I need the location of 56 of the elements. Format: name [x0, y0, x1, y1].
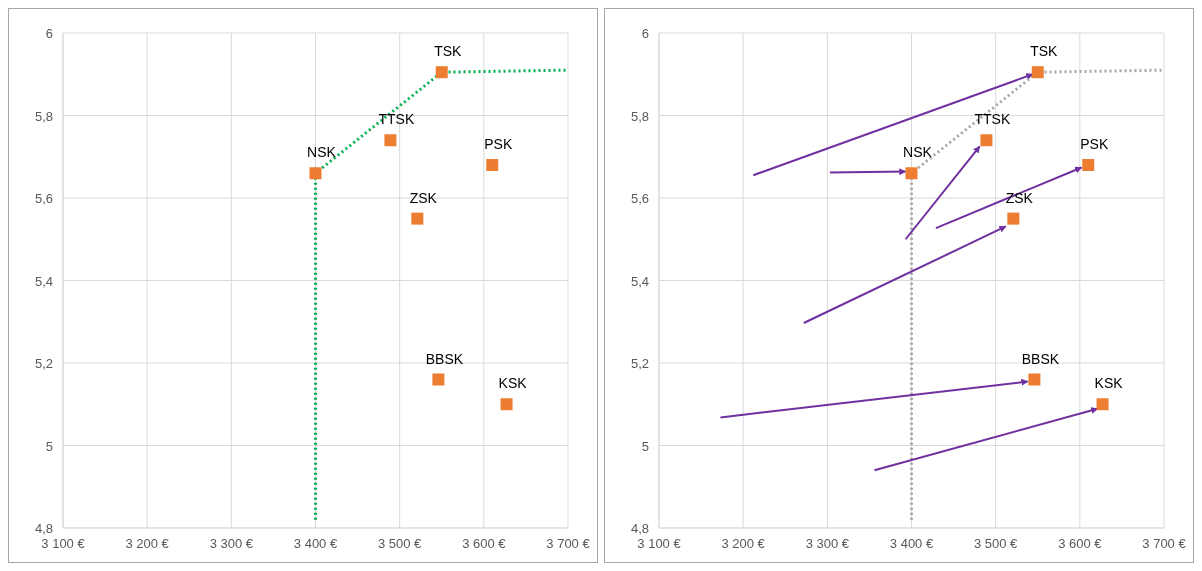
x-tick-label: 3 700 € [546, 536, 591, 551]
point [1028, 373, 1041, 386]
y-tick-label: 5,8 [630, 108, 649, 124]
point [1031, 66, 1044, 79]
x-tick-label: 3 500 € [973, 536, 1019, 551]
y-tick-label: 5,2 [34, 356, 53, 371]
x-tick-label: 3 400 € [293, 536, 338, 551]
annotation: PSK [484, 136, 513, 152]
annotation: NSK [307, 144, 337, 161]
point [486, 159, 499, 171]
y-tick-label: 5 [45, 438, 53, 454]
y-tick-label: 5,8 [34, 108, 53, 124]
x-tick-label: 3 600 € [1058, 536, 1103, 551]
x-tick-label: 3 300 € [209, 536, 254, 551]
annotation: TTSK [974, 111, 1011, 128]
y-tick-label: 5,4 [630, 273, 649, 289]
annotation: TTSK [378, 111, 415, 128]
annotation: KSK [1094, 375, 1124, 392]
point [309, 167, 322, 180]
point [384, 134, 397, 147]
annotation: NSK [903, 144, 933, 161]
y-tick-label: 5,2 [630, 356, 649, 371]
y-tick-label: 6 [641, 26, 649, 41]
x-tick-label: 3 700 € [1142, 536, 1187, 551]
y-tick-label: 5,6 [34, 191, 53, 206]
annotation: BBSK [425, 350, 464, 367]
annotation: KSK [498, 375, 528, 392]
annotation: TSK [434, 43, 463, 60]
y-tick-label: 5,6 [630, 191, 649, 206]
annotation: ZSK [409, 189, 438, 206]
point [1007, 212, 1020, 225]
x-tick-label: 3 500 € [377, 536, 423, 551]
point [1096, 398, 1109, 411]
annotation: PSK [1080, 136, 1109, 152]
y-tick-label: 5,4 [34, 273, 53, 289]
y-tick-label: 4,8 [34, 521, 53, 536]
x-tick-label: 3 600 € [462, 536, 507, 551]
x-tick-label: 3 200 € [125, 536, 170, 551]
point [905, 167, 918, 180]
point [435, 66, 448, 79]
y-tick-label: 6 [45, 26, 53, 41]
annotation: TSK [1030, 43, 1059, 60]
point [432, 373, 445, 386]
y-tick-label: 4,8 [630, 521, 649, 536]
point [1082, 159, 1095, 171]
x-tick-label: 3 300 € [805, 536, 850, 551]
y-tick-label: 5 [641, 438, 649, 454]
point [500, 398, 513, 411]
point [411, 212, 424, 225]
annotation: ZSK [1005, 189, 1034, 206]
x-tick-label: 3 100 € [41, 536, 86, 551]
x-tick-label: 3 200 € [721, 536, 766, 551]
x-tick-label: 3 100 € [637, 536, 682, 551]
point [980, 134, 993, 147]
annotation: BBSK [1021, 350, 1060, 367]
x-tick-label: 3 400 € [889, 536, 934, 551]
